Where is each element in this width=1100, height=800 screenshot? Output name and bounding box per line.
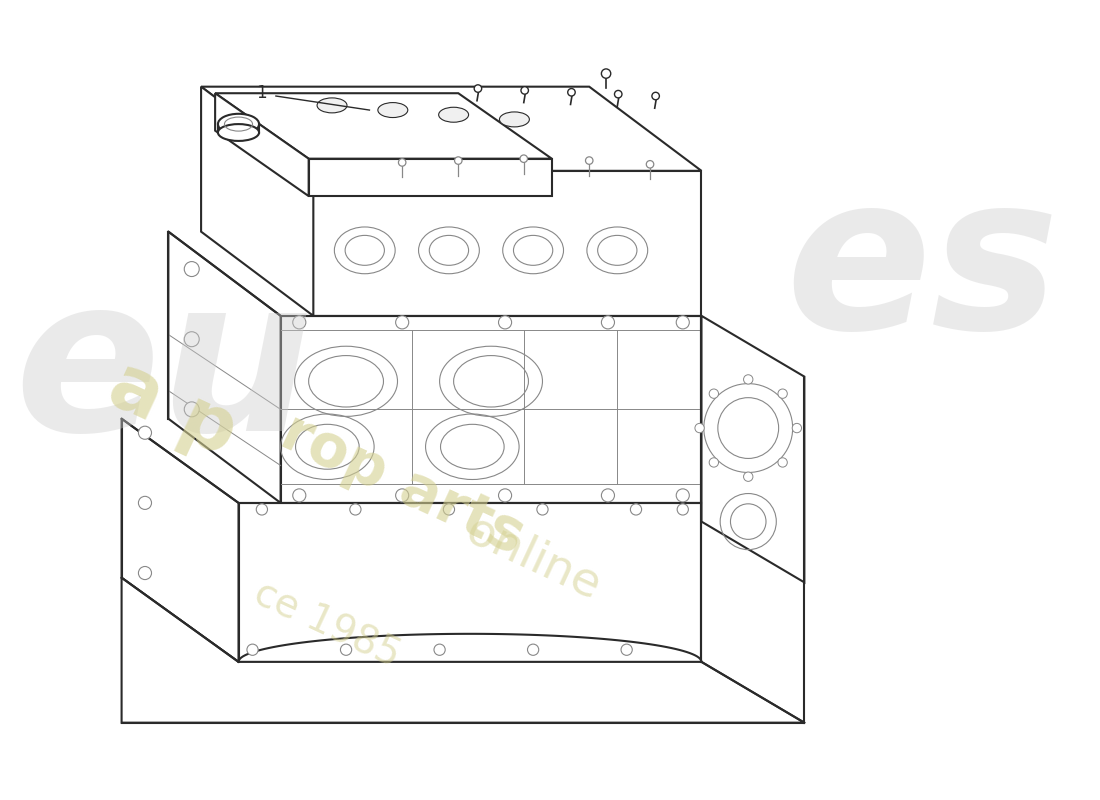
- Circle shape: [293, 316, 306, 329]
- Circle shape: [585, 157, 593, 164]
- Circle shape: [293, 489, 306, 502]
- Text: es: es: [785, 165, 1059, 374]
- Text: ce 1985: ce 1985: [249, 574, 407, 675]
- Polygon shape: [280, 316, 702, 503]
- Polygon shape: [122, 418, 239, 662]
- Polygon shape: [122, 578, 804, 722]
- Text: online: online: [459, 508, 608, 610]
- Text: 1: 1: [256, 84, 267, 102]
- Circle shape: [744, 374, 752, 384]
- Circle shape: [568, 89, 575, 96]
- Ellipse shape: [499, 112, 529, 127]
- Circle shape: [350, 504, 361, 515]
- Circle shape: [396, 316, 409, 329]
- Circle shape: [537, 504, 548, 515]
- Circle shape: [256, 504, 267, 515]
- Polygon shape: [314, 171, 702, 316]
- Circle shape: [139, 566, 152, 579]
- Circle shape: [602, 489, 615, 502]
- Circle shape: [710, 389, 718, 398]
- Circle shape: [676, 489, 690, 502]
- Polygon shape: [702, 316, 804, 582]
- Circle shape: [621, 644, 632, 655]
- Circle shape: [139, 496, 152, 510]
- Circle shape: [647, 161, 653, 168]
- Polygon shape: [168, 232, 280, 503]
- Polygon shape: [239, 503, 702, 662]
- Circle shape: [443, 504, 454, 515]
- Circle shape: [602, 69, 610, 78]
- Circle shape: [340, 644, 352, 655]
- Circle shape: [520, 155, 528, 162]
- Polygon shape: [309, 158, 552, 196]
- Polygon shape: [201, 86, 313, 316]
- Circle shape: [678, 504, 689, 515]
- Circle shape: [792, 423, 802, 433]
- Circle shape: [474, 85, 482, 92]
- Circle shape: [630, 504, 641, 515]
- Circle shape: [454, 157, 462, 164]
- Ellipse shape: [218, 114, 260, 134]
- Polygon shape: [216, 94, 309, 196]
- Circle shape: [498, 489, 512, 502]
- Ellipse shape: [218, 124, 260, 141]
- Ellipse shape: [439, 107, 469, 122]
- Polygon shape: [201, 86, 702, 171]
- Polygon shape: [216, 94, 552, 158]
- Circle shape: [528, 644, 539, 655]
- Circle shape: [521, 86, 528, 94]
- Circle shape: [185, 402, 199, 417]
- Circle shape: [398, 158, 406, 166]
- Circle shape: [185, 262, 199, 277]
- Circle shape: [396, 489, 409, 502]
- Text: a p: a p: [97, 348, 249, 471]
- Circle shape: [246, 644, 258, 655]
- Ellipse shape: [378, 102, 408, 118]
- Circle shape: [185, 332, 199, 346]
- Circle shape: [695, 423, 704, 433]
- Circle shape: [710, 458, 718, 467]
- Circle shape: [139, 426, 152, 439]
- Circle shape: [652, 92, 659, 100]
- Circle shape: [602, 316, 615, 329]
- Circle shape: [615, 90, 622, 98]
- Circle shape: [744, 472, 752, 482]
- Text: rop arts: rop arts: [272, 403, 532, 566]
- Text: eu: eu: [14, 267, 314, 477]
- Circle shape: [778, 458, 788, 467]
- Circle shape: [676, 316, 690, 329]
- Ellipse shape: [317, 98, 346, 113]
- Circle shape: [778, 389, 788, 398]
- Circle shape: [498, 316, 512, 329]
- Circle shape: [434, 644, 446, 655]
